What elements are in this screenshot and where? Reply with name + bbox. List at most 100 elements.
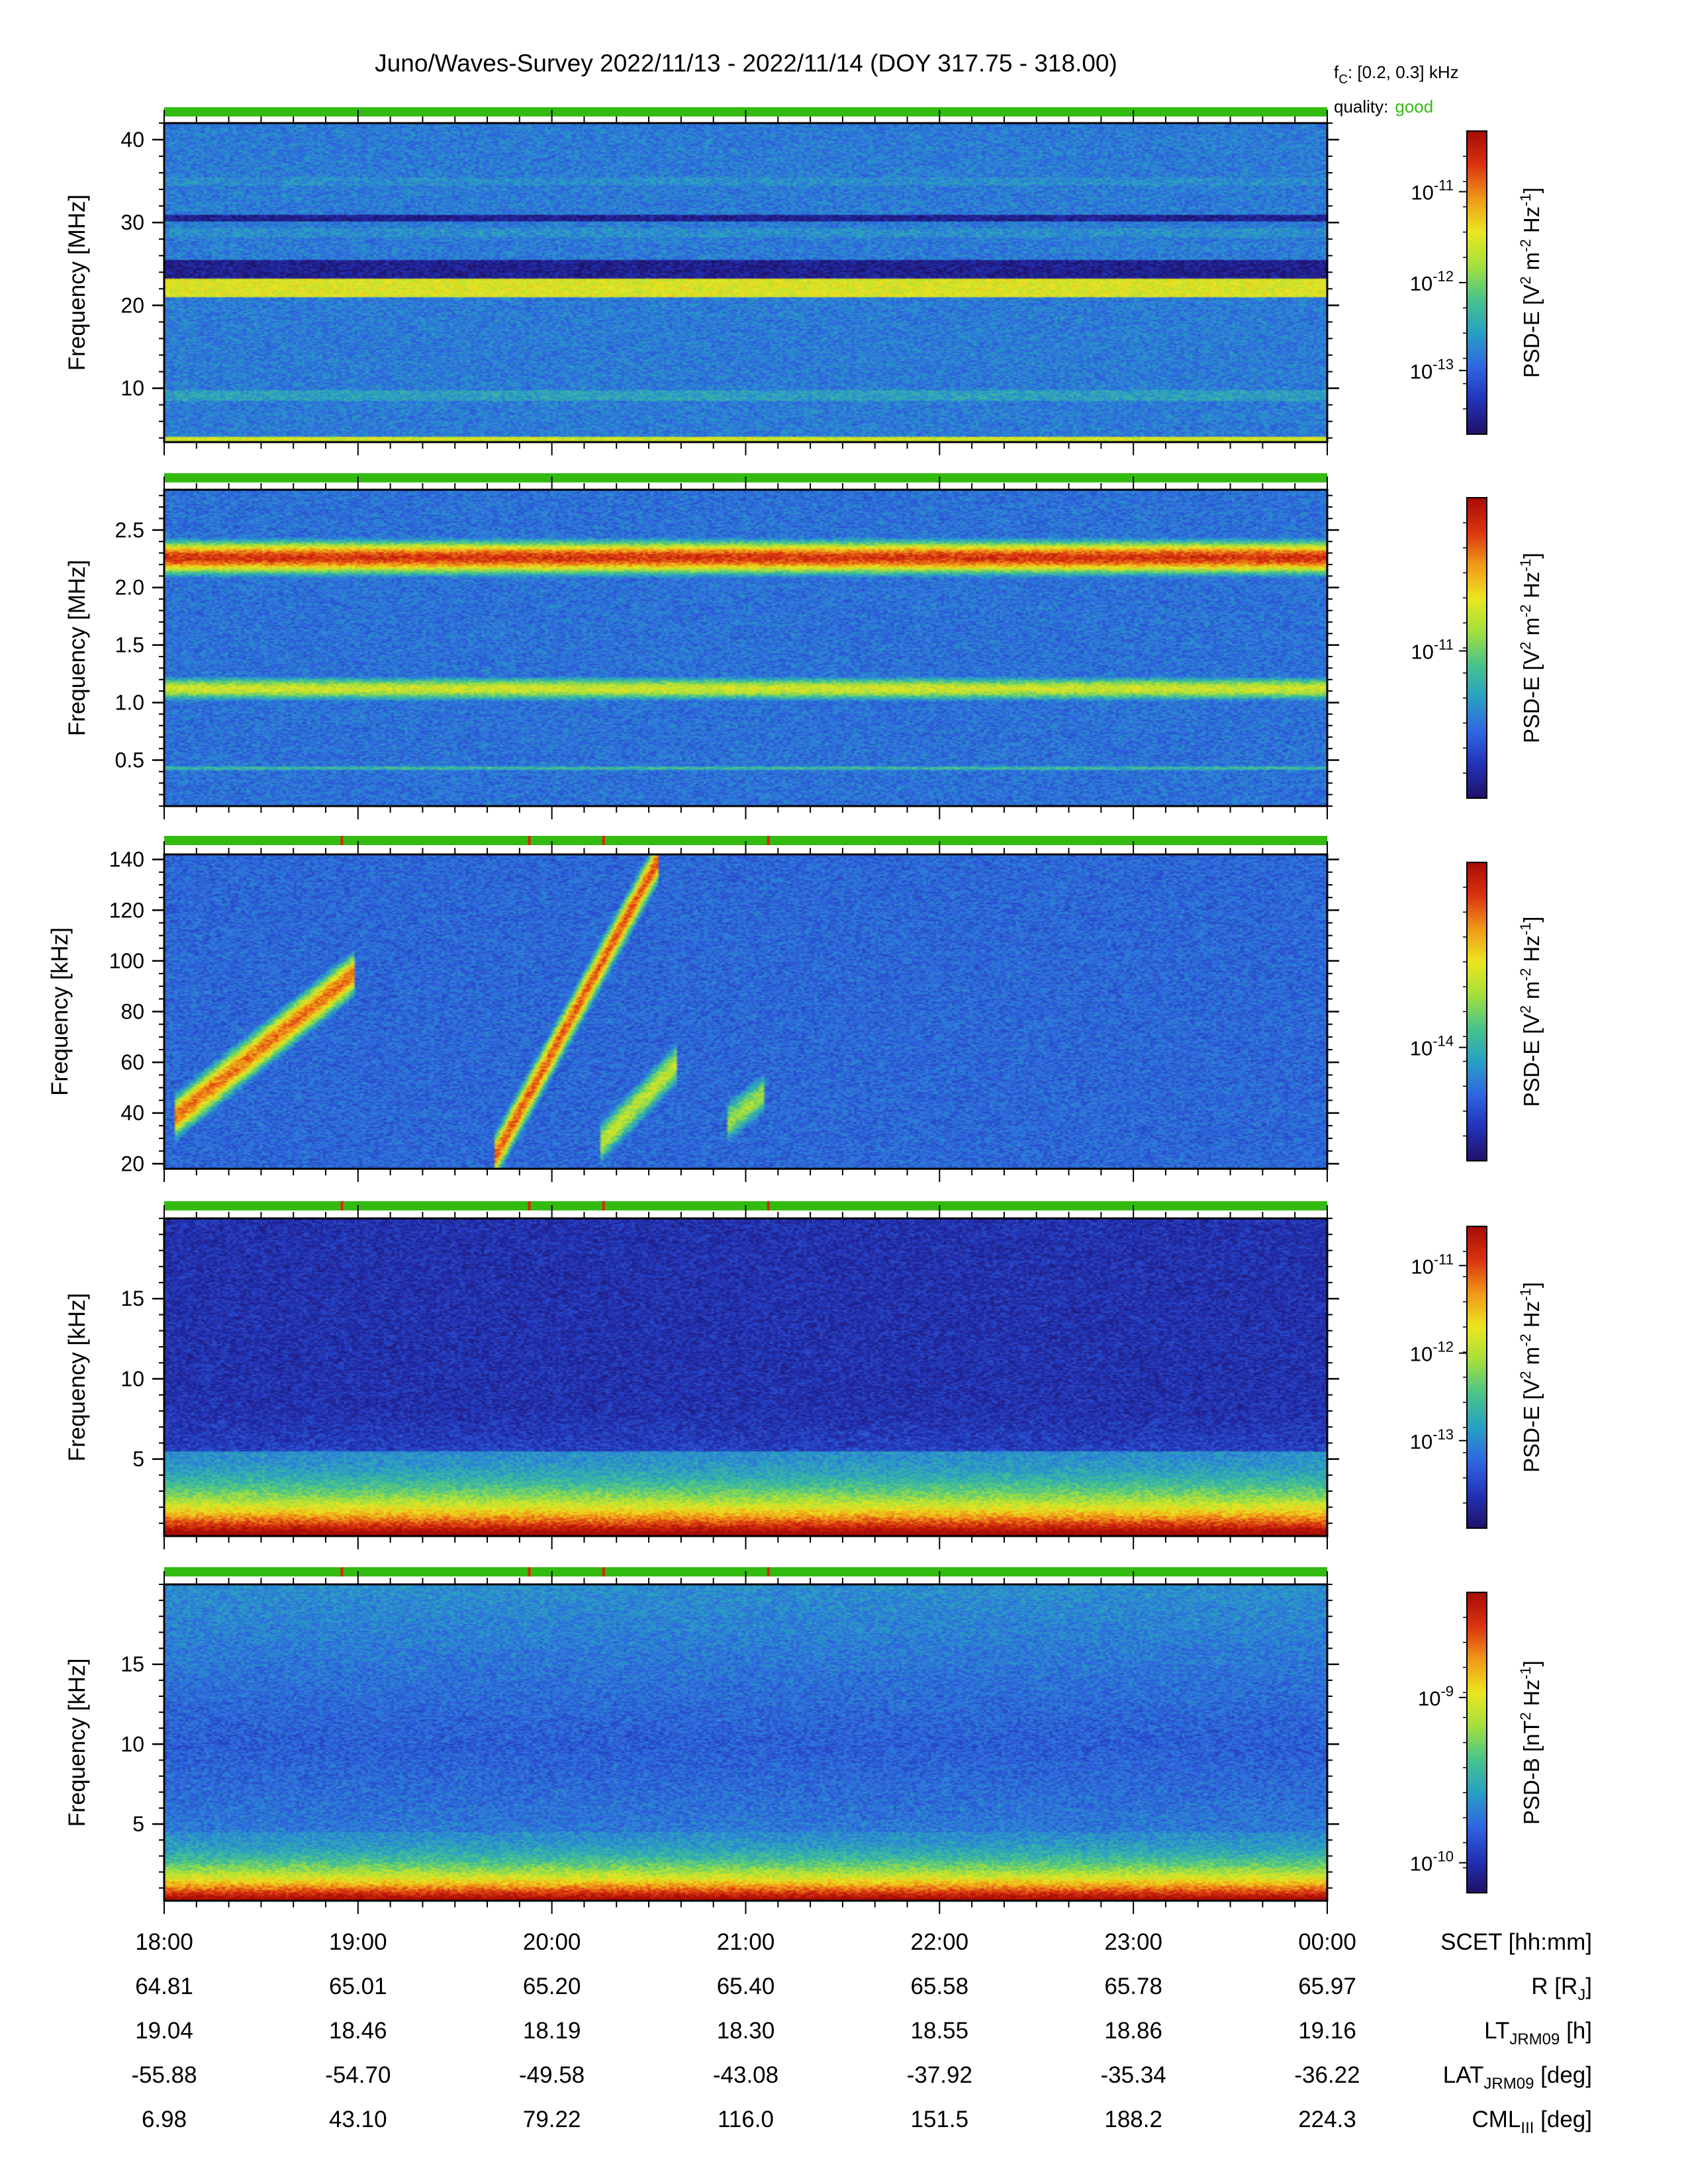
y-tick-label: 1.0 (115, 691, 144, 715)
spectrogram-image-2 (164, 490, 1327, 806)
ephemeris-value: 18.30 (717, 2018, 775, 2044)
ephemeris-value: 188.2 (1104, 2107, 1162, 2132)
ephemeris-value: 65.40 (717, 1974, 775, 1999)
panel-4: 5 10 15 Frequency [kHz] 10-11 10-12 10-13 PSD-E… (64, 1201, 1544, 1549)
figure-title: Juno/Waves-Survey 2022/11/13 - 2022/11/1… (375, 50, 1117, 77)
y-axis-label: Frequency [kHz] (64, 1659, 90, 1827)
ephemeris-value: 64.81 (135, 1974, 193, 1999)
ephemeris-value: 65.97 (1298, 1974, 1356, 1999)
ephemeris-value: 65.20 (523, 1974, 581, 1999)
colorbar-label: PSD-E [V2 m-2 Hz-1] (1517, 1282, 1544, 1473)
ephemeris-label: LTJRM09 [h] (1484, 2018, 1592, 2048)
ephemeris-value: 6.98 (142, 2107, 187, 2132)
quality-bar-3 (164, 836, 1327, 845)
y-tick-label: 30 (120, 210, 144, 234)
colorbar-tick-label: 10-10 (1410, 1848, 1454, 1876)
y-tick-label: 140 (109, 848, 144, 872)
ephemeris-value: 19.04 (135, 2018, 193, 2044)
y-tick-label: 10 (120, 377, 144, 400)
colorbar-1 (1467, 131, 1487, 434)
y-axis-label: Frequency [MHz] (64, 195, 90, 371)
ephemeris-value: 224.3 (1298, 2107, 1356, 2132)
quality-flag-3-1 (340, 836, 344, 845)
colorbar-tick-label: 10-11 (1411, 1251, 1454, 1278)
colorbar-tick-label: 10-13 (1410, 1426, 1454, 1453)
ephemeris-value: 65.58 (911, 1974, 969, 1999)
quality-flag-5-4 (767, 1567, 770, 1576)
ephemeris-value: 19.16 (1298, 2018, 1356, 2044)
y-tick-label: 2.0 (115, 576, 144, 600)
quality-flag-5-3 (602, 1567, 605, 1576)
colorbar-tick-label: 10-14 (1410, 1033, 1454, 1060)
y-tick-label: 20 (120, 1152, 144, 1175)
colorbar-3 (1467, 862, 1487, 1161)
colorbar-tick-label: 10-12 (1410, 268, 1454, 295)
fc-label: fC: [0.2, 0.3] kHz (1334, 62, 1459, 87)
colorbar-tick-label: 10-11 (1411, 177, 1454, 205)
x-tick-label: 18:00 (135, 1929, 193, 1955)
x-tick-label: 20:00 (523, 1929, 581, 1955)
x-tick-label: 21:00 (717, 1929, 775, 1955)
y-tick-label: 10 (120, 1367, 144, 1390)
x-tick-label: 22:00 (911, 1929, 969, 1955)
quality-flag-3-4 (767, 836, 770, 845)
ephemeris-value: 116.0 (718, 2107, 774, 2132)
colorbar-tick-label: 10-11 (1411, 637, 1454, 664)
spectrogram-image-1 (164, 123, 1327, 442)
x-tick-label: 00:00 (1298, 1929, 1356, 1955)
ephemeris-value: 18.46 (329, 2018, 387, 2044)
colorbar-2 (1467, 498, 1487, 798)
spectrogram-image-3 (164, 854, 1327, 1169)
ephemeris-value: -35.34 (1101, 2062, 1166, 2088)
ephemeris-label: LATJRM09 [deg] (1443, 2062, 1592, 2093)
ephemeris-label: CMLIII [deg] (1472, 2107, 1593, 2137)
y-tick-label: 5 (132, 1447, 144, 1471)
spectrogram-image-5 (164, 1584, 1327, 1901)
y-tick-label: 5 (132, 1812, 144, 1836)
x-tick-label: 19:00 (329, 1929, 387, 1955)
ephemeris-value: 43.10 (329, 2107, 387, 2132)
colorbar-tick-label: 10-9 (1418, 1683, 1454, 1710)
quality-flag-4-4 (767, 1201, 770, 1210)
quality-flag-4-3 (602, 1201, 605, 1210)
quality-label: quality: good (1334, 97, 1433, 116)
colorbar-5 (1467, 1592, 1487, 1893)
ephemeris-value: 79.22 (523, 2107, 581, 2132)
panel-2: 0.5 1.0 1.5 2.0 2.5 Frequency [MHz] 10-11 PSD-E… (64, 473, 1544, 819)
ephemeris-value: -49.58 (519, 2062, 585, 2088)
y-tick-label: 15 (120, 1287, 144, 1310)
y-tick-label: 40 (120, 128, 144, 152)
ephemeris-value: 18.86 (1104, 2018, 1162, 2044)
ephemeris-value: -36.22 (1294, 2062, 1360, 2088)
y-tick-label: 1.5 (115, 633, 144, 657)
ephemeris-value: -55.88 (131, 2062, 197, 2088)
y-tick-label: 100 (109, 949, 144, 973)
colorbar-label: PSD-B [nT2 Hz-1] (1517, 1661, 1544, 1825)
ephemeris-value: 65.01 (329, 1974, 387, 1999)
ephemeris-value: 151.5 (911, 2107, 969, 2132)
panel-1: 10 20 30 40 Frequency [MHz] 10-11 10-12 10-13 PS… (64, 107, 1544, 455)
panel-3: 20 40 60 80 100 120 140 Frequency [kHz] 10-14 PSD… (47, 836, 1544, 1182)
ephemeris-label: R [RJ] (1531, 1974, 1592, 2004)
colorbar-label: PSD-E [V2 m-2 Hz-1] (1517, 187, 1544, 378)
y-tick-label: 15 (120, 1653, 144, 1676)
colorbar-tick-label: 10-13 (1410, 356, 1454, 383)
quality-flag-5-2 (528, 1567, 531, 1576)
y-tick-label: 120 (109, 898, 144, 922)
quality-flag-4-2 (528, 1201, 531, 1210)
colorbar-label: PSD-E [V2 m-2 Hz-1] (1517, 917, 1544, 1107)
y-tick-label: 10 (120, 1732, 144, 1756)
quality-flag-4-1 (340, 1201, 344, 1210)
ephemeris-value: -37.92 (907, 2062, 972, 2088)
ephemeris-value: 18.19 (523, 2018, 581, 2044)
quality-flag-5-1 (340, 1567, 344, 1576)
ephemeris-value: 65.78 (1104, 1974, 1162, 1999)
x-axis-label: SCET [hh:mm] (1440, 1929, 1592, 1955)
ephemeris-value: -43.08 (713, 2062, 778, 2088)
quality-flag-3-2 (528, 836, 531, 845)
ephemeris-value: 18.55 (911, 2018, 969, 2044)
y-axis-label: Frequency [kHz] (64, 1293, 90, 1462)
ephemeris-value: -54.70 (325, 2062, 391, 2088)
y-tick-label: 0.5 (115, 748, 144, 772)
